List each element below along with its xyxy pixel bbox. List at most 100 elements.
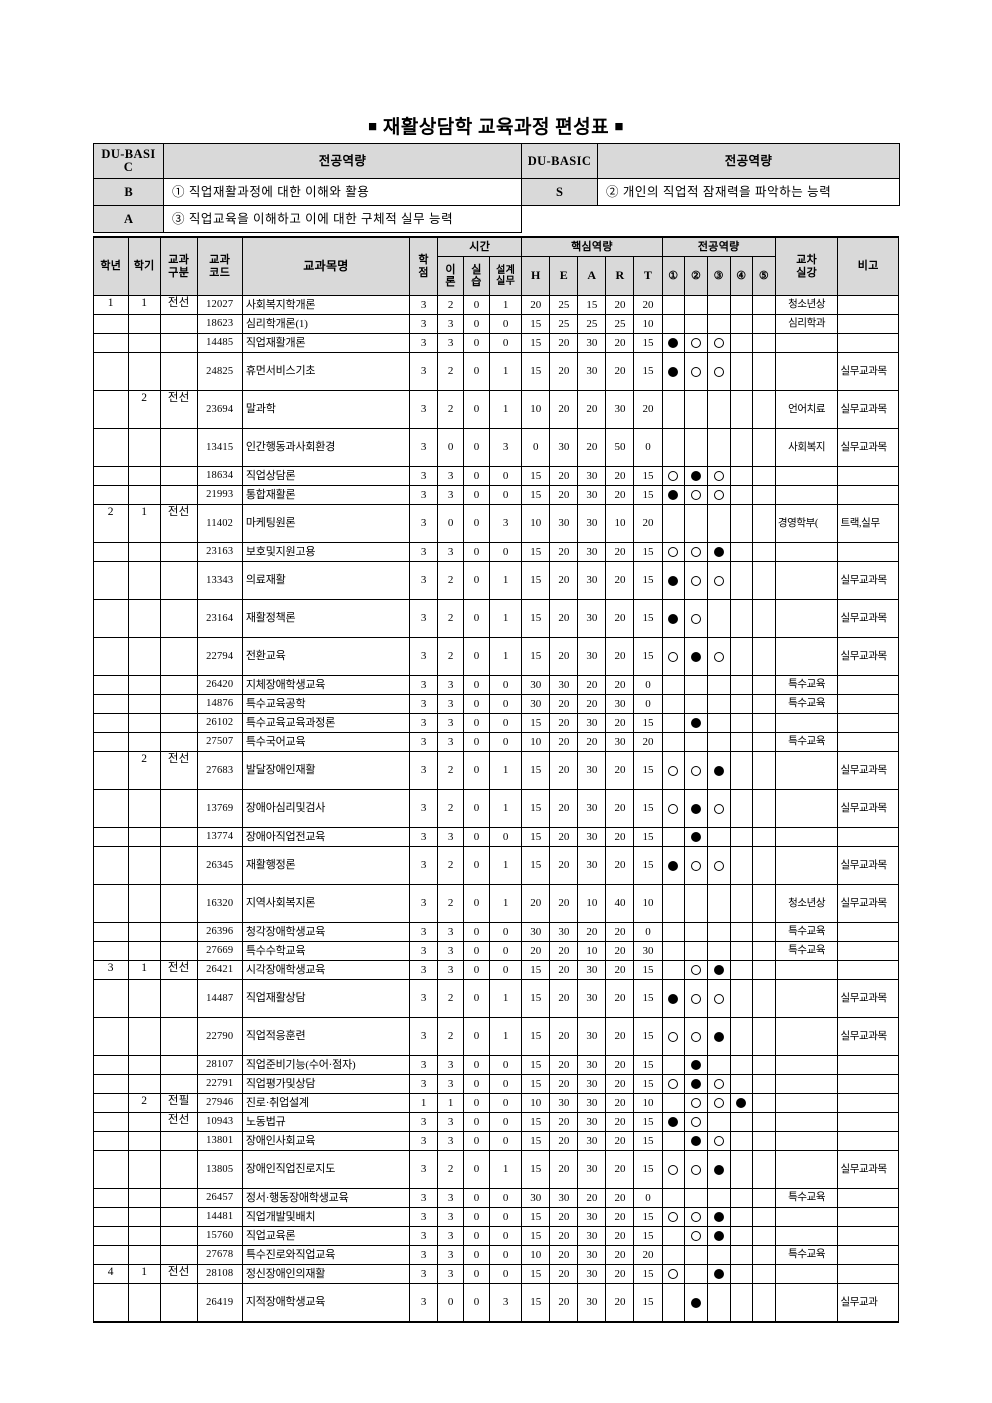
cell-major-2 [684,1017,708,1056]
cell-major-2 [684,789,708,828]
cell-remark: 실무교과목 [837,979,899,1018]
filled-circle-icon [668,993,679,1004]
cell-major-3 [706,1226,731,1246]
cell-code: 26345 [196,846,243,885]
cell-major-2 [684,827,708,847]
cell-design-hours: 0 [488,314,523,334]
cell-category [159,314,198,334]
cell-major-4 [729,713,754,733]
cell-core-t: 15 [633,1017,663,1056]
cell-major-4 [729,1093,754,1113]
cell-code: 26102 [196,713,243,733]
du-basic-left-value: 전공역량 [163,143,522,179]
cell-core-r: 20 [605,979,635,1018]
cell-category: 전선 [159,751,198,790]
cell-code: 13343 [196,561,243,600]
cell-remark [837,1074,899,1094]
cell-practice-hours: 0 [463,675,490,695]
cell-core-r: 20 [605,751,635,790]
cell-year: 3 [93,960,129,980]
cell-major-2 [684,846,708,885]
cell-core-t: 15 [633,1131,663,1151]
col-header-design: 설계 실무 [488,256,523,296]
cell-credit: 3 [409,1112,439,1132]
cell-practice-hours: 0 [463,1093,490,1113]
cell-core-t: 15 [633,466,663,486]
open-circle-icon [691,366,702,377]
cell-remark [837,1207,899,1227]
cell-design-hours: 1 [488,846,523,885]
du-basic-table: DU-BASIC 전공역량 DU-BASIC 전공역량 B ① 직업재활과정에 … [93,143,900,233]
cell-term [127,789,161,828]
cell-major-5 [752,542,776,562]
cell-code: 26420 [196,675,243,695]
cell-theory-hours: 3 [437,314,465,334]
cell-cross-listing [774,542,839,562]
cell-major-3 [706,333,731,353]
col-header-year: 학년 [93,236,129,296]
cell-year [93,884,129,923]
cell-code: 28107 [196,1055,243,1075]
cell-core-a: 20 [577,732,607,752]
filled-circle-icon [668,613,679,624]
cell-major-1 [661,979,686,1018]
cell-core-e: 20 [549,1207,579,1227]
cell-category [159,694,198,714]
open-circle-icon [691,1098,702,1109]
cell-remark [837,466,899,486]
cell-term [127,1283,161,1323]
cell-major-4 [729,789,754,828]
cell-core-t: 15 [633,846,663,885]
cell-subject-name: 정서·행동장애학생교육 [241,1188,411,1208]
cell-term [127,1188,161,1208]
open-circle-icon [668,765,679,776]
du-basic-empty-code [522,206,598,233]
cell-practice-hours: 0 [463,979,490,1018]
col-header-major-1: ① [661,256,686,296]
cell-major-1 [661,751,686,790]
table-row: 26102 특수교육교육과정론 3 3 0 0 15 20 30 20 15 [93,713,899,733]
cell-core-a: 30 [577,1150,607,1189]
cell-subject-name: 특수교육교육과정론 [241,713,411,733]
cell-major-4 [729,979,754,1018]
cell-major-5 [752,713,776,733]
cell-major-3 [706,1245,731,1265]
cell-credit: 3 [409,1226,439,1246]
cell-category: 전선 [159,1264,198,1284]
col-header-theory: 이 론 [437,256,465,296]
filled-circle-icon [691,832,702,843]
cell-subject-name: 마케팅원론 [241,504,411,543]
cell-credit: 3 [409,504,439,543]
col-header-design-line1: 설계 [496,264,516,276]
cell-code: 13769 [196,789,243,828]
cell-major-3 [706,504,731,543]
cell-major-5 [752,1093,776,1113]
table-row: 22790 직업적응훈련 3 2 0 1 15 20 30 20 15 실무교과목 [93,1017,899,1056]
cell-major-4 [729,1131,754,1151]
cell-major-3 [706,789,731,828]
table-row: 24825 휴먼서비스기초 3 2 0 1 15 20 30 20 15 실무교과목 [93,352,899,391]
cell-major-5 [752,1055,776,1075]
cell-core-r: 20 [605,1207,635,1227]
cell-category [159,1207,198,1227]
cell-design-hours: 1 [488,561,523,600]
cell-term [127,1055,161,1075]
cell-code: 14485 [196,333,243,353]
cell-theory-hours: 3 [437,1245,465,1265]
filled-circle-icon [668,860,679,871]
cell-year [93,1074,129,1094]
cell-major-3 [706,713,731,733]
cell-design-hours: 0 [488,1264,523,1284]
cell-core-t: 20 [633,732,663,752]
filled-circle-icon [713,1031,724,1042]
cell-credit: 3 [409,295,439,315]
cell-core-h: 30 [521,694,551,714]
cell-code: 26396 [196,922,243,942]
cell-year [93,751,129,790]
table-row: 13769 장애아심리및검사 3 2 0 1 15 20 30 20 15 실무교과목 [93,789,899,828]
cell-core-h: 30 [521,922,551,942]
cell-core-t: 15 [633,1150,663,1189]
cell-remark [837,1188,899,1208]
cell-term [127,485,161,505]
cell-major-2 [684,333,708,353]
